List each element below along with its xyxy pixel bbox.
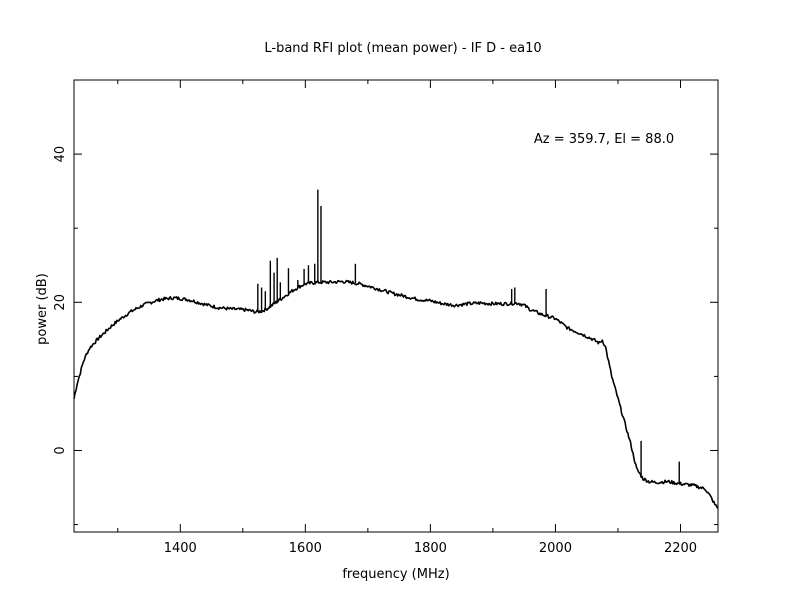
plot-marks — [73, 189, 719, 509]
chart-title: L-band RFI plot (mean power) - IF D - ea… — [264, 41, 541, 56]
plot-frame — [73, 79, 719, 533]
y-axis-label: power (dB) — [35, 273, 50, 345]
x-tick-label: 1600 — [289, 541, 322, 556]
axis-ticks — [74, 79, 718, 532]
x-axis-label: frequency (MHz) — [342, 567, 449, 582]
x-tick-label: 2200 — [664, 541, 697, 556]
y-tick-label: 0 — [53, 446, 68, 454]
x-tick-label: 1400 — [164, 541, 197, 556]
power-line — [73, 279, 719, 509]
y-tick-label: 40 — [53, 146, 68, 163]
y-tick-label: 20 — [53, 294, 68, 311]
x-tick-label: 2000 — [539, 541, 572, 556]
x-tick-label: 1800 — [414, 541, 447, 556]
chart-annotation: Az = 359.7, El = 88.0 — [534, 132, 674, 147]
tick-labels: 1400 1600 1800 2000 2200 0 20 40 — [53, 146, 697, 556]
